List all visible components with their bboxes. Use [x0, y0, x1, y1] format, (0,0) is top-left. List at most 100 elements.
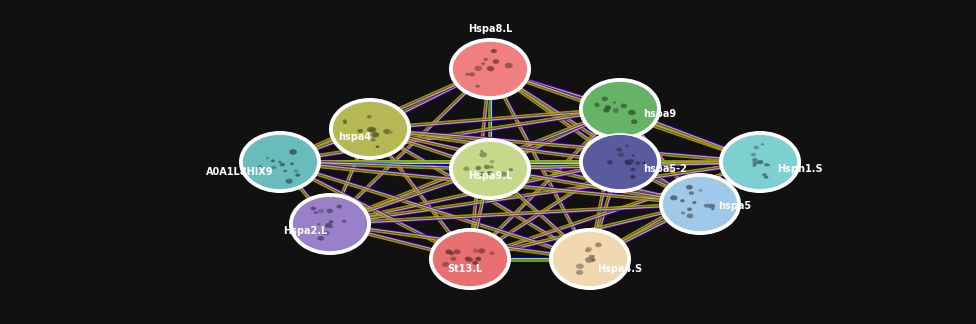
Ellipse shape: [752, 164, 756, 167]
Ellipse shape: [292, 196, 368, 252]
Ellipse shape: [689, 191, 694, 195]
Ellipse shape: [489, 251, 495, 255]
Ellipse shape: [587, 256, 593, 261]
Ellipse shape: [367, 127, 375, 132]
Ellipse shape: [549, 228, 631, 290]
Ellipse shape: [488, 68, 491, 70]
Ellipse shape: [589, 255, 592, 257]
Ellipse shape: [325, 223, 332, 228]
Ellipse shape: [452, 141, 528, 197]
Ellipse shape: [317, 236, 324, 241]
Ellipse shape: [594, 104, 599, 107]
Ellipse shape: [265, 157, 269, 159]
Ellipse shape: [466, 73, 469, 76]
Ellipse shape: [484, 165, 490, 169]
Ellipse shape: [452, 41, 528, 97]
Ellipse shape: [591, 255, 594, 258]
Text: hspa4: hspa4: [339, 132, 372, 142]
Text: hspa5: hspa5: [718, 201, 752, 211]
Ellipse shape: [722, 134, 798, 190]
Ellipse shape: [751, 153, 756, 156]
Ellipse shape: [442, 262, 449, 267]
Ellipse shape: [508, 168, 513, 171]
Ellipse shape: [454, 249, 461, 254]
Ellipse shape: [489, 160, 495, 163]
Ellipse shape: [271, 166, 276, 169]
Ellipse shape: [603, 108, 610, 112]
Ellipse shape: [310, 206, 316, 210]
Ellipse shape: [628, 161, 632, 164]
Ellipse shape: [630, 120, 637, 124]
Ellipse shape: [642, 162, 645, 164]
Ellipse shape: [579, 78, 661, 140]
Ellipse shape: [582, 81, 658, 137]
Ellipse shape: [239, 131, 321, 193]
Ellipse shape: [618, 152, 625, 157]
Ellipse shape: [478, 248, 485, 254]
Ellipse shape: [342, 220, 346, 223]
Ellipse shape: [595, 242, 602, 247]
Text: Hspa9.L: Hspa9.L: [468, 171, 512, 181]
Ellipse shape: [329, 98, 411, 160]
Ellipse shape: [323, 231, 330, 236]
Ellipse shape: [357, 129, 363, 133]
Ellipse shape: [687, 207, 692, 211]
Text: A0A1L8HIX9: A0A1L8HIX9: [206, 167, 273, 177]
Ellipse shape: [376, 145, 380, 148]
Ellipse shape: [289, 149, 297, 155]
Ellipse shape: [332, 101, 408, 157]
Ellipse shape: [331, 226, 334, 228]
Ellipse shape: [752, 161, 758, 165]
Ellipse shape: [242, 134, 318, 190]
Ellipse shape: [449, 138, 531, 200]
Ellipse shape: [576, 263, 584, 269]
Ellipse shape: [371, 132, 380, 138]
Ellipse shape: [579, 131, 661, 193]
Ellipse shape: [626, 145, 629, 147]
Text: Hspa2.L: Hspa2.L: [283, 226, 327, 236]
Ellipse shape: [680, 199, 684, 202]
Ellipse shape: [289, 193, 371, 255]
Ellipse shape: [493, 59, 500, 64]
Ellipse shape: [613, 108, 618, 112]
Ellipse shape: [764, 163, 769, 167]
Ellipse shape: [475, 257, 481, 261]
Ellipse shape: [586, 247, 592, 251]
Ellipse shape: [588, 257, 594, 262]
Ellipse shape: [614, 108, 619, 111]
Ellipse shape: [764, 176, 768, 179]
Ellipse shape: [451, 257, 457, 261]
Ellipse shape: [681, 212, 685, 214]
Ellipse shape: [630, 175, 635, 179]
Ellipse shape: [283, 170, 287, 172]
Ellipse shape: [466, 257, 473, 262]
Ellipse shape: [367, 115, 372, 118]
Ellipse shape: [474, 66, 482, 71]
Ellipse shape: [278, 161, 281, 163]
Ellipse shape: [388, 131, 392, 134]
Ellipse shape: [671, 195, 677, 200]
Ellipse shape: [327, 209, 333, 213]
Ellipse shape: [257, 165, 262, 168]
Ellipse shape: [483, 58, 488, 61]
Ellipse shape: [489, 173, 492, 175]
Ellipse shape: [371, 138, 376, 142]
Ellipse shape: [296, 174, 301, 177]
Ellipse shape: [343, 120, 346, 122]
Ellipse shape: [480, 150, 483, 152]
Ellipse shape: [601, 97, 608, 101]
Ellipse shape: [343, 121, 346, 124]
Ellipse shape: [616, 147, 622, 152]
Ellipse shape: [625, 159, 632, 165]
Ellipse shape: [586, 257, 593, 262]
Ellipse shape: [505, 63, 512, 68]
Ellipse shape: [761, 143, 764, 145]
Ellipse shape: [635, 161, 640, 165]
Ellipse shape: [699, 189, 703, 192]
Ellipse shape: [586, 249, 590, 252]
Ellipse shape: [692, 201, 697, 204]
Ellipse shape: [290, 162, 294, 165]
Ellipse shape: [594, 102, 599, 106]
Ellipse shape: [429, 228, 511, 290]
Ellipse shape: [628, 110, 635, 115]
